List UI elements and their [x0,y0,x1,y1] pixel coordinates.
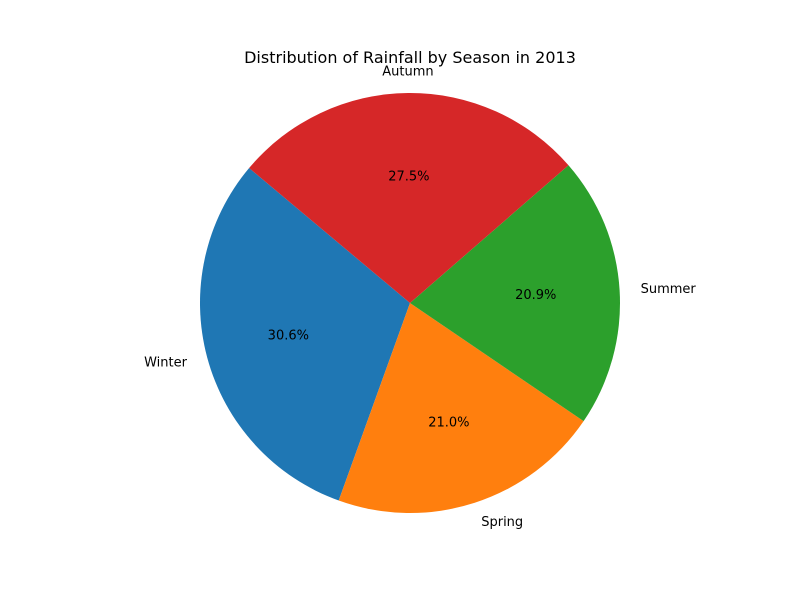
chart-title: Distribution of Rainfall by Season in 20… [244,48,576,67]
slice-label-spring: Spring [481,515,523,530]
pie-labels: Winter 30.6% Spring 21.0% Summer 20.9% Autumn 2… [144,65,696,531]
slice-percent-winter: 30.6% [268,328,309,343]
slice-percent-summer: 20.9% [515,288,556,303]
pie-slices [199,92,620,513]
pie-slice-autumn [249,92,569,303]
slice-label-summer: Summer [641,282,697,297]
slice-percent-spring: 21.0% [428,415,469,430]
slice-label-autumn: Autumn [382,65,433,80]
slice-label-winter: Winter [144,356,188,371]
pie-slice-summer [410,165,620,422]
pie-slice-spring [338,303,584,513]
pie-slice-winter [199,168,410,501]
slice-percent-autumn: 27.5% [388,170,429,185]
